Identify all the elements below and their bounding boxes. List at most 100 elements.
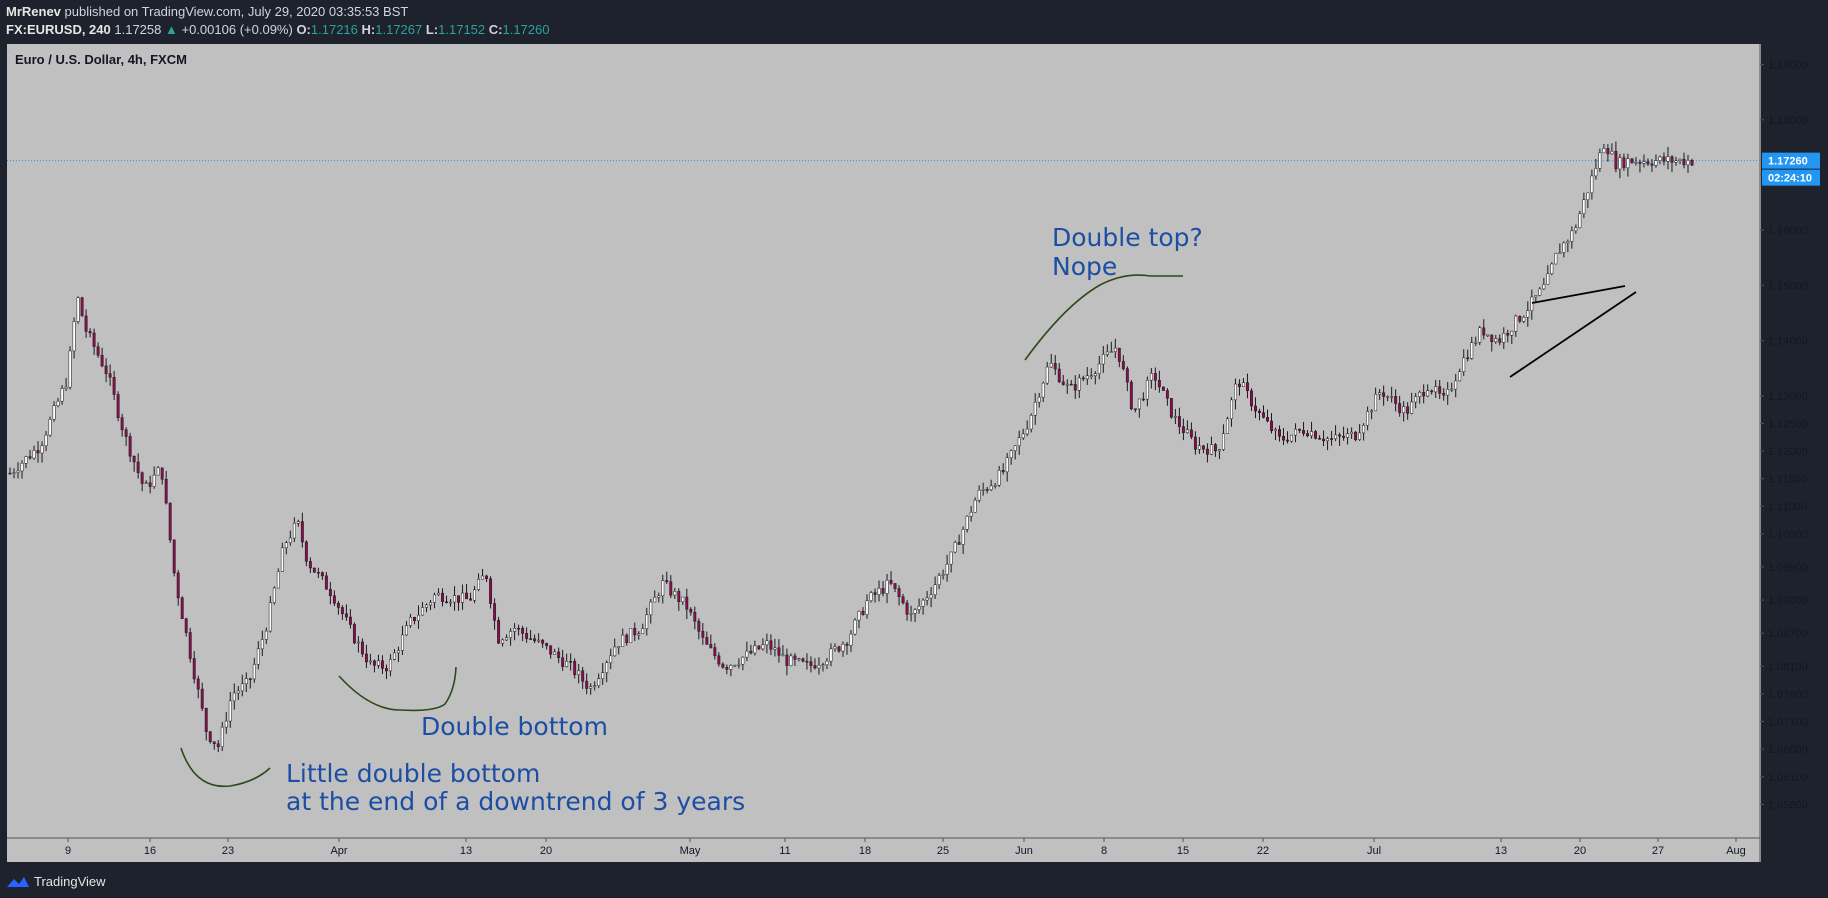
candle-body <box>380 660 384 669</box>
candle-body <box>1434 386 1438 393</box>
time-axis[interactable]: 9 16 23 Apr 13 20 May 11 18 25 Jun 8 15 22 Jul 13 20 27 Au… <box>7 837 1760 857</box>
candle-body <box>449 601 452 604</box>
candle-body <box>509 631 513 638</box>
candle-body <box>489 578 493 604</box>
candle-body <box>312 567 316 573</box>
candle-body <box>885 580 889 594</box>
candle-body <box>1622 157 1626 169</box>
candle-body <box>1422 391 1426 397</box>
candle-body <box>893 583 897 589</box>
author-name[interactable]: MrRenev <box>6 4 61 19</box>
candle-body <box>1602 148 1606 154</box>
candle-body <box>1490 334 1494 343</box>
y-tick-label: 1.14000 <box>1768 336 1808 348</box>
curve-double-bottom <box>338 666 457 712</box>
candle-body <box>1109 351 1113 353</box>
candle-body <box>1133 408 1137 411</box>
candle-body <box>76 297 80 322</box>
candle-body <box>961 529 965 545</box>
chart-area[interactable] <box>7 44 1761 862</box>
price-axis[interactable]: 1.190001.180001.170001.160001.150001.140… <box>7 44 1820 862</box>
candle-body <box>24 456 28 464</box>
candle-body <box>1282 436 1285 441</box>
candle-body <box>1197 445 1201 450</box>
candle-body <box>128 436 132 457</box>
candle-body <box>901 596 905 604</box>
candle-body <box>1234 383 1237 401</box>
tradingview-logo-icon[interactable] <box>6 874 30 890</box>
candle-body <box>352 624 356 644</box>
candle-body <box>280 547 284 572</box>
candle-body <box>1570 230 1574 242</box>
candle-body <box>585 680 589 689</box>
y-tick-label: 1.09300 <box>1768 595 1808 607</box>
annotation-text: Double bottom <box>421 712 608 741</box>
candle-body <box>1458 371 1462 382</box>
candle-body <box>657 595 661 598</box>
candle-body <box>497 620 501 644</box>
candle-body <box>300 521 304 543</box>
candle-body <box>1374 393 1378 412</box>
candle-body <box>1278 429 1281 437</box>
candle-body <box>88 331 92 334</box>
candle-body <box>1482 327 1486 336</box>
candle-body <box>20 463 24 472</box>
candle-body <box>1153 373 1157 381</box>
y-tick-label: 1.11000 <box>1768 501 1807 513</box>
candles <box>8 141 1694 753</box>
candle-body <box>288 537 292 543</box>
tradingview-brand[interactable]: TradingView <box>34 874 106 889</box>
candle-body <box>461 592 464 603</box>
candle-body <box>1562 242 1566 253</box>
candle-body <box>340 607 344 615</box>
candle-body <box>549 645 553 655</box>
candle-body <box>1061 381 1065 385</box>
candle-body <box>1538 288 1542 296</box>
candle-body <box>1025 428 1029 435</box>
candle-body <box>429 602 432 606</box>
candle-body <box>721 663 725 668</box>
candle-body <box>1209 444 1213 455</box>
candle-body <box>1145 379 1149 400</box>
candle-body <box>877 588 881 595</box>
symbol-label[interactable]: FX:EURUSD, 240 <box>6 22 111 37</box>
y-tick-label: 1.12500 <box>1768 418 1808 430</box>
candle-body <box>1093 373 1097 377</box>
candle-body <box>32 450 36 459</box>
candle-body <box>729 665 733 670</box>
x-tick-label: 16 <box>144 845 156 857</box>
candle-body <box>204 708 208 732</box>
candle-body <box>168 502 172 541</box>
candle-body <box>1514 315 1518 332</box>
candle-body <box>1670 156 1674 163</box>
candle-body <box>1201 445 1205 450</box>
candle-body <box>557 651 561 658</box>
candle-body <box>1534 295 1538 298</box>
candle-body <box>1618 157 1622 170</box>
candle-body <box>773 647 777 650</box>
candle-body <box>1125 368 1129 383</box>
candle-body <box>1169 397 1173 418</box>
candle-body <box>861 610 865 615</box>
candle-body <box>1041 382 1045 398</box>
y-tick-label: 1.16000 <box>1768 225 1808 237</box>
candle-body <box>372 660 376 666</box>
candle-body <box>1470 342 1474 359</box>
candle-body <box>1057 368 1061 383</box>
candle-body <box>1266 417 1269 422</box>
candle-body <box>445 601 448 604</box>
y-tick-label: 1.13000 <box>1768 391 1808 403</box>
candle-body <box>1542 284 1546 290</box>
candle-body <box>1606 148 1610 155</box>
footer: TradingView <box>0 866 1828 898</box>
candle-body <box>1173 416 1177 418</box>
y-tick-label: 1.15000 <box>1768 280 1808 292</box>
candle-body <box>1105 351 1109 355</box>
chart-svg[interactable]: 1.190001.180001.170001.160001.150001.140… <box>0 0 1828 866</box>
candle-body <box>232 692 236 702</box>
candle-body <box>1410 401 1414 414</box>
candle-body <box>260 639 264 650</box>
candle-body <box>1049 363 1053 368</box>
candle-body <box>1686 160 1690 166</box>
candle-body <box>208 731 212 742</box>
